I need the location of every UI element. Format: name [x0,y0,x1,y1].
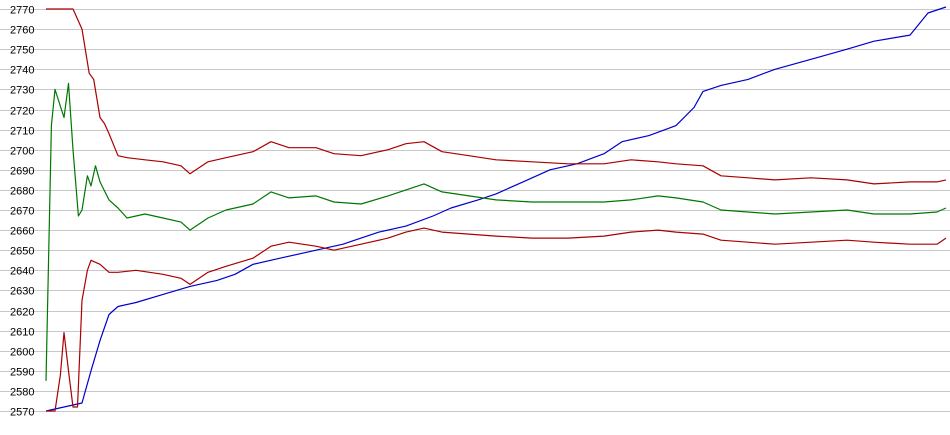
y-tick-label: 2760 [10,25,34,37]
y-axis: 2570 2580 2590 2600 2610 2620 2630 2640 2650 2660… [10,5,34,419]
y-tick-label: 2710 [10,126,34,138]
y-tick-label: 2580 [10,387,34,399]
series-group [45,6,947,412]
y-tick-label: 2700 [10,146,34,158]
y-tick-label: 2750 [10,45,34,57]
y-tick-label: 2610 [10,327,34,339]
y-tick-label: 2640 [10,266,34,278]
y-tick-label: 2600 [10,347,34,359]
y-tick-label: 2770 [10,5,34,17]
y-tick-label: 2630 [10,286,34,298]
y-tick-label: 2740 [10,65,34,77]
y-tick-label: 2570 [10,407,34,419]
gridlines [0,9,950,412]
y-tick-label: 2720 [10,106,34,118]
y-tick-label: 2680 [10,186,34,198]
y-tick-label: 2660 [10,226,34,238]
y-tick-label: 2590 [10,367,34,379]
series-line-4 [46,227,947,412]
series-line-1 [45,6,947,412]
y-tick-label: 2670 [10,206,34,218]
y-tick-label: 2620 [10,307,34,319]
series-line-3 [46,8,947,185]
y-tick-label: 2650 [10,246,34,258]
y-tick-label: 2730 [10,85,34,97]
series-line-2 [45,82,947,381]
y-tick-label: 2690 [10,166,34,178]
